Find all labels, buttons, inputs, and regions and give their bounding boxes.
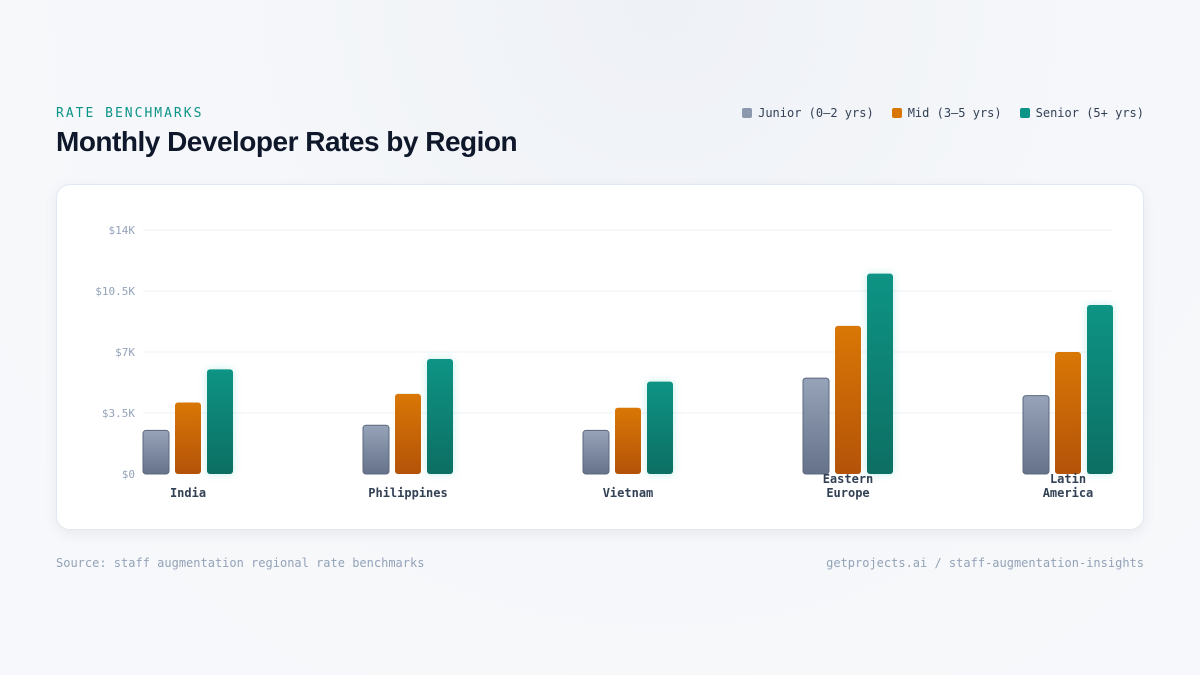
y-tick-label: $3.5K bbox=[102, 407, 135, 420]
bar-mid bbox=[615, 407, 641, 474]
bar-mid bbox=[395, 393, 421, 474]
legend-label-junior: Junior (0–2 yrs) bbox=[758, 106, 874, 120]
y-tick-label: $14K bbox=[109, 224, 136, 237]
y-tick-label: $0 bbox=[122, 468, 135, 481]
bar-junior bbox=[582, 429, 610, 475]
chart-title: Monthly Developer Rates by Region bbox=[56, 126, 518, 157]
x-tick-label: Vietnam bbox=[603, 486, 654, 500]
x-tick-label: India bbox=[170, 486, 206, 500]
legend-swatch-junior bbox=[742, 108, 753, 118]
legend-label-mid: Mid (3–5 yrs) bbox=[907, 106, 1002, 120]
legend-swatch-mid bbox=[891, 108, 902, 118]
source-note: Source: staff augmentation regional rate… bbox=[56, 556, 425, 570]
bar-senior bbox=[1087, 304, 1113, 474]
x-tick-label: Latin bbox=[1050, 472, 1086, 486]
chart-card: $0 $3.5K $7K $10.5K $14K India Philippines Viet… bbox=[56, 184, 1144, 530]
bar-senior bbox=[427, 358, 453, 474]
chart-legend: Junior (0–2 yrs) Mid (3–5 yrs) Senior (5… bbox=[742, 106, 1144, 120]
bar-senior bbox=[647, 381, 673, 474]
bar-senior bbox=[867, 273, 893, 474]
x-tick-label: America bbox=[1043, 486, 1094, 500]
y-tick-label: $7K bbox=[115, 346, 135, 359]
x-tick-label: Eastern bbox=[823, 472, 874, 486]
bar-junior bbox=[362, 424, 390, 475]
site-url: getprojects.ai / staff-augmentation-insi… bbox=[826, 556, 1144, 570]
bar-mid bbox=[1055, 352, 1081, 474]
x-tick-label: Europe bbox=[826, 486, 869, 500]
bar-junior bbox=[1022, 395, 1050, 475]
bar-junior bbox=[802, 377, 830, 475]
x-tick-label: Philippines bbox=[368, 486, 447, 500]
legend-item-junior: Junior (0–2 yrs) bbox=[742, 106, 874, 120]
legend-label-senior: Senior (5+ yrs) bbox=[1035, 106, 1144, 120]
bar-mid bbox=[835, 325, 861, 474]
legend-swatch-senior bbox=[1019, 108, 1030, 118]
bar-mid bbox=[175, 402, 201, 474]
y-tick-label: $10.5K bbox=[95, 285, 135, 298]
legend-item-senior: Senior (5+ yrs) bbox=[1019, 106, 1144, 120]
bar-senior bbox=[207, 369, 233, 474]
legend-item-mid: Mid (3–5 yrs) bbox=[891, 106, 1002, 120]
bar-chart: $0 $3.5K $7K $10.5K $14K India Philippines Viet… bbox=[95, 224, 1113, 500]
chart-eyebrow: RATE BENCHMARKS bbox=[56, 106, 204, 121]
bar-junior bbox=[142, 429, 170, 475]
